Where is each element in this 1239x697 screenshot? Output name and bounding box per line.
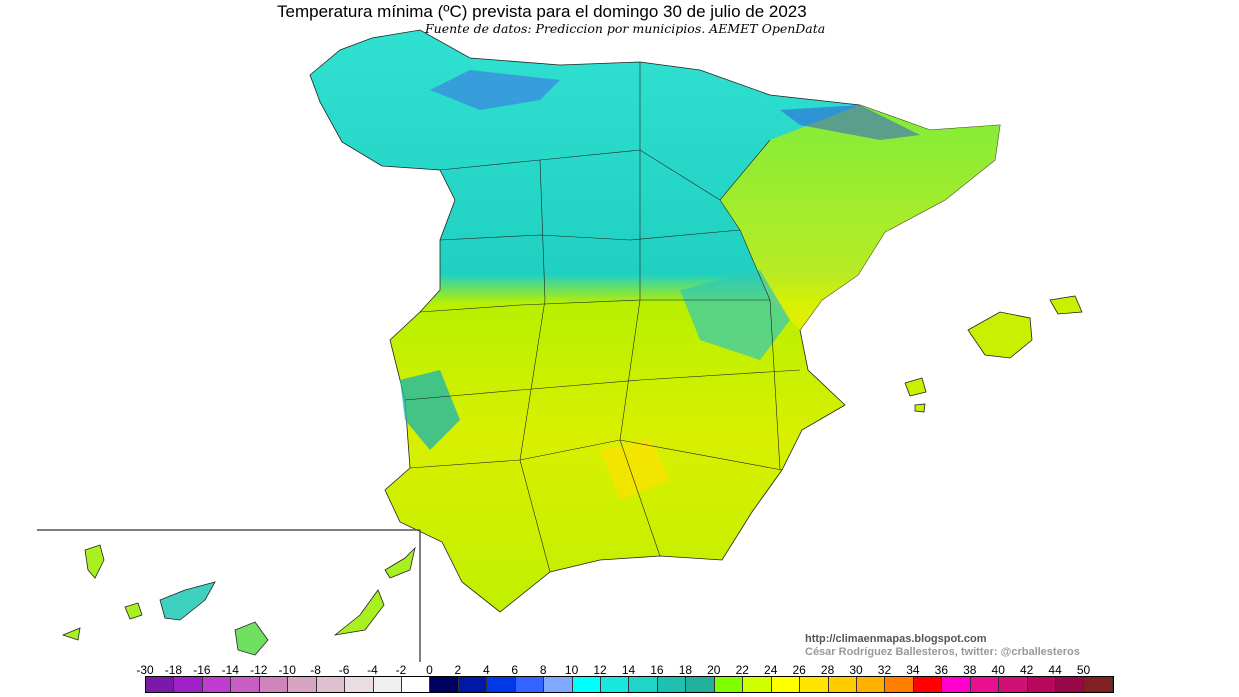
legend-swatch xyxy=(913,677,943,692)
legend-label: 0 xyxy=(426,663,433,677)
legend-labels: -30 -18 -16 -14 -12 -10 -8 -6 -4 -2 0 2 4 6 8 10 12 14 16 1… xyxy=(0,663,1239,677)
legend-label: 16 xyxy=(650,663,664,677)
legend-swatch xyxy=(259,677,289,692)
legend-swatch xyxy=(856,677,886,692)
legend-label: 44 xyxy=(1048,663,1062,677)
legend-label: 32 xyxy=(877,663,892,677)
legend-label: 34 xyxy=(906,663,920,677)
legend-label: 6 xyxy=(511,663,519,677)
legend-swatch xyxy=(828,677,857,692)
legend-swatch xyxy=(288,677,317,692)
legend-label: -2 xyxy=(395,663,407,677)
legend-swatch xyxy=(316,677,346,692)
legend-swatch xyxy=(629,677,658,692)
legend-swatch xyxy=(714,677,744,692)
legend-swatch xyxy=(401,677,431,692)
legend-label: 26 xyxy=(792,663,806,677)
province-borders xyxy=(404,62,801,573)
legend-label: 28 xyxy=(820,663,835,677)
legend-label: 18 xyxy=(678,663,693,677)
legend-swatch xyxy=(1084,677,1113,692)
legend-swatch xyxy=(970,677,1000,692)
balearic-islands xyxy=(904,295,1083,413)
legend-label: 2 xyxy=(454,663,462,677)
legend-label: 50 xyxy=(1076,663,1091,677)
legend-label: -12 xyxy=(250,663,268,677)
legend-swatch xyxy=(743,677,772,692)
map-title: Temperatura mínima (ºC) prevista para el… xyxy=(277,2,807,21)
legend-label: 38 xyxy=(963,663,977,677)
legend-label: -4 xyxy=(367,663,378,677)
color-legend xyxy=(145,676,1114,693)
legend-swatch xyxy=(231,677,260,692)
legend-swatch xyxy=(686,677,715,692)
legend-swatch xyxy=(999,677,1028,692)
legend-swatch xyxy=(373,677,402,692)
legend-swatch xyxy=(544,677,573,692)
legend-label: 22 xyxy=(735,663,749,677)
legend-swatch xyxy=(202,677,232,692)
blog-url[interactable]: http://climaenmapas.blogspot.com xyxy=(805,633,987,645)
data-source: Fuente de datos: Prediccion por municipi… xyxy=(425,21,826,36)
legend-label: -16 xyxy=(193,663,211,677)
author-credit: César Rodríguez Ballesteros, twitter: @c… xyxy=(805,646,1080,658)
legend-swatch xyxy=(430,677,459,692)
canary-islands xyxy=(61,544,416,656)
legend-label: 14 xyxy=(621,663,636,677)
legend-label: 24 xyxy=(764,663,778,677)
legend-label: -10 xyxy=(278,663,296,677)
legend-swatch xyxy=(657,677,687,692)
legend-swatch xyxy=(601,677,630,692)
legend-label: -6 xyxy=(338,663,350,677)
legend-swatch xyxy=(487,677,516,692)
legend-label: -30 xyxy=(136,663,154,677)
legend-label: 30 xyxy=(849,663,863,677)
legend-swatch xyxy=(885,677,914,692)
legend-label: 8 xyxy=(539,663,547,677)
legend-swatch xyxy=(942,677,971,692)
legend-label: -8 xyxy=(310,663,321,677)
legend-label: 12 xyxy=(593,663,607,677)
canary-inset-frame xyxy=(37,529,421,662)
legend-label: -18 xyxy=(164,663,183,677)
legend-label: 42 xyxy=(1019,663,1034,677)
legend-label: 4 xyxy=(482,663,490,677)
legend-swatch xyxy=(800,677,829,692)
legend-label: 10 xyxy=(564,663,579,677)
legend-swatch xyxy=(1056,677,1085,692)
legend-swatch xyxy=(345,677,374,692)
legend-swatch xyxy=(1027,677,1056,692)
legend-swatch xyxy=(771,677,801,692)
legend-swatch xyxy=(572,677,601,692)
legend-swatch xyxy=(458,677,488,692)
peninsula xyxy=(309,29,1001,613)
legend-label: 20 xyxy=(707,663,721,677)
legend-label: -14 xyxy=(221,663,239,677)
legend-swatch xyxy=(146,677,175,692)
legend-swatch xyxy=(174,677,203,692)
legend-label: 40 xyxy=(991,663,1005,677)
legend-swatch xyxy=(515,677,545,692)
legend-label: 36 xyxy=(934,663,949,677)
